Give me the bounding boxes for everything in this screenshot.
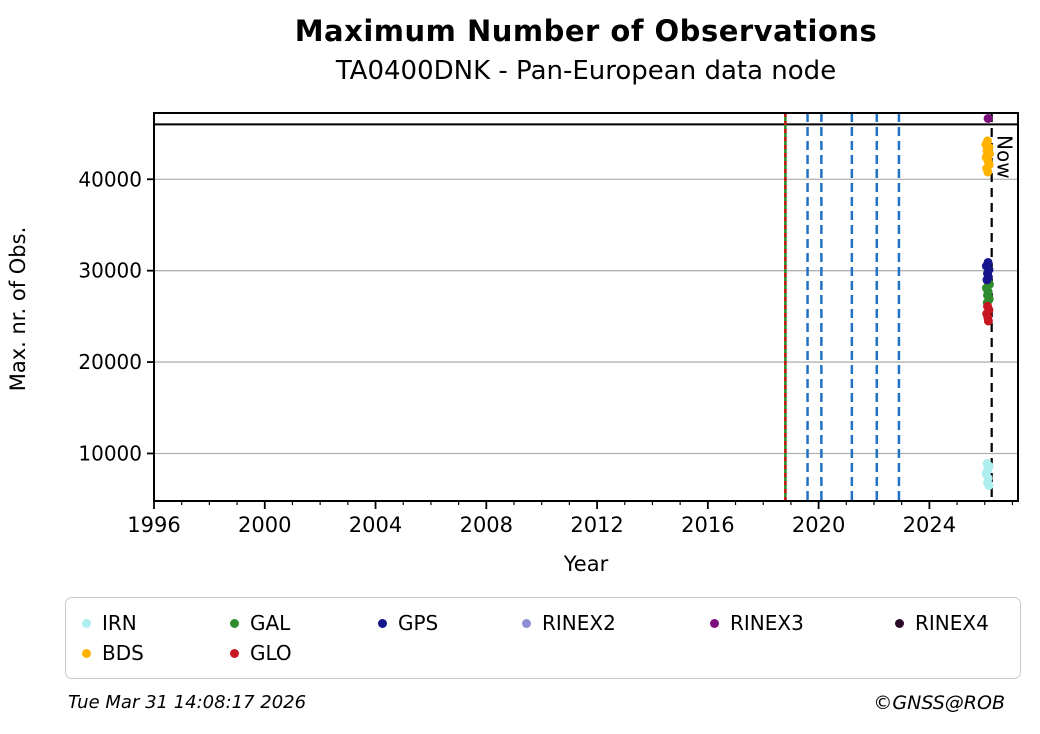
legend-marker-gal-icon [230,618,239,628]
x-tick-label: 1996 [127,513,180,537]
now-label: Now [993,135,1017,179]
y-axis-label: Max. nr. of Obs. [6,226,30,392]
x-axis-label: Year [563,552,609,576]
scatter-point-RINEX3 [983,113,993,123]
legend-item-gal: GAL [230,613,378,633]
scatter-point-IRN [984,480,994,490]
scatter-point-BDS [983,167,993,177]
legend-item-glo: GLO [230,643,378,663]
legend-marker-rinex2-icon [522,618,531,628]
legend-item-bds: BDS [82,643,230,663]
legend-label: IRN [102,611,137,635]
credit-text: ©GNSS@ROB [873,692,1005,714]
legend-label: RINEX4 [915,611,989,635]
legend: IRN GAL GPS RINEX2 RINEX3 RINEX4 BDS GLO [65,597,1021,679]
x-tick-label: 2004 [349,513,402,537]
chart-title: Maximum Number of Observations [294,14,878,48]
scatter-point-GPS [982,275,992,285]
legend-label: RINEX2 [542,611,616,635]
legend-item-rinex2: RINEX2 [522,613,710,633]
y-tick-label: 40000 [78,167,142,191]
legend-label: GPS [398,611,439,635]
legend-marker-irn-icon [82,618,91,628]
chart-plot: Now 10000 20000 30000 40000 1996 2000 2004 2008 2… [78,112,1019,537]
legend-label: BDS [102,641,144,665]
x-tick-label: 2024 [903,513,956,537]
y-tick-label: 30000 [78,259,142,283]
y-tick-label: 10000 [78,441,142,465]
x-tick-label: 2000 [238,513,291,537]
x-tick-label: 2012 [570,513,623,537]
legend-label: RINEX3 [730,611,804,635]
legend-label: GLO [250,641,292,665]
legend-marker-glo-icon [230,648,239,658]
legend-item-rinex4: RINEX4 [895,613,1020,633]
legend-label: GAL [250,611,291,635]
x-tick-label: 2008 [460,513,513,537]
legend-marker-rinex3-icon [710,618,719,628]
x-tick-label: 2016 [681,513,734,537]
legend-marker-rinex4-icon [895,618,904,628]
legend-item-gps: GPS [378,613,522,633]
chart-subtitle: TA0400DNK - Pan-European data node [335,56,837,86]
scatter-point-GLO [983,316,993,326]
legend-item-irn: IRN [82,613,230,633]
plot-border [153,112,1019,502]
x-tick-label: 2020 [792,513,845,537]
plot-timestamp: Tue Mar 31 14:08:17 2026 [68,692,307,713]
legend-marker-bds-icon [82,648,91,658]
legend-marker-gps-icon [378,618,387,628]
legend-item-rinex3: RINEX3 [710,613,895,633]
y-tick-label: 20000 [78,350,142,374]
